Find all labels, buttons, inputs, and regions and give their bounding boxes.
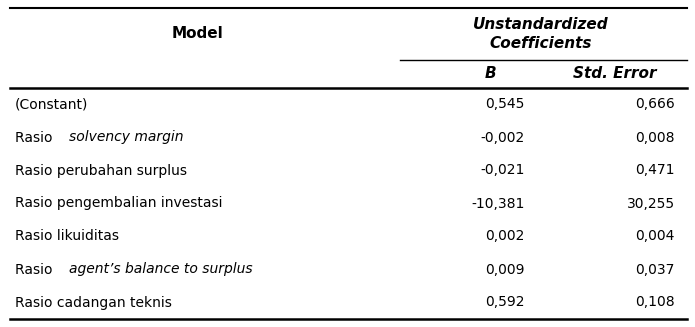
Text: -10,381: -10,381 (472, 197, 525, 211)
Text: 0,009: 0,009 (486, 263, 525, 277)
Text: Rasio likuiditas: Rasio likuiditas (15, 230, 119, 244)
Text: solvency margin: solvency margin (69, 130, 183, 145)
Text: 30,255: 30,255 (627, 197, 675, 211)
Text: B: B (484, 66, 496, 81)
Text: 0,592: 0,592 (486, 296, 525, 309)
Text: -0,021: -0,021 (481, 164, 525, 178)
Text: 0,008: 0,008 (635, 130, 675, 145)
Text: Rasio: Rasio (15, 130, 57, 145)
Text: 0,037: 0,037 (636, 263, 675, 277)
Text: -0,002: -0,002 (481, 130, 525, 145)
Text: 0,004: 0,004 (636, 230, 675, 244)
Text: Std. Error: Std. Error (573, 66, 657, 81)
Text: Rasio cadangan teknis: Rasio cadangan teknis (15, 296, 172, 309)
Text: Rasio pengembalian investasi: Rasio pengembalian investasi (15, 197, 222, 211)
Text: (Constant): (Constant) (15, 97, 88, 112)
Text: 0,545: 0,545 (486, 97, 525, 112)
Text: 0,108: 0,108 (635, 296, 675, 309)
Text: Model: Model (172, 26, 223, 42)
Text: agent’s balance to surplus: agent’s balance to surplus (69, 263, 253, 277)
Text: Rasio perubahan surplus: Rasio perubahan surplus (15, 164, 187, 178)
Text: 0,666: 0,666 (635, 97, 675, 112)
Text: Rasio: Rasio (15, 263, 57, 277)
Text: 0,471: 0,471 (635, 164, 675, 178)
Text: Unstandardized
Coefficients: Unstandardized Coefficients (473, 17, 609, 51)
Text: 0,002: 0,002 (486, 230, 525, 244)
